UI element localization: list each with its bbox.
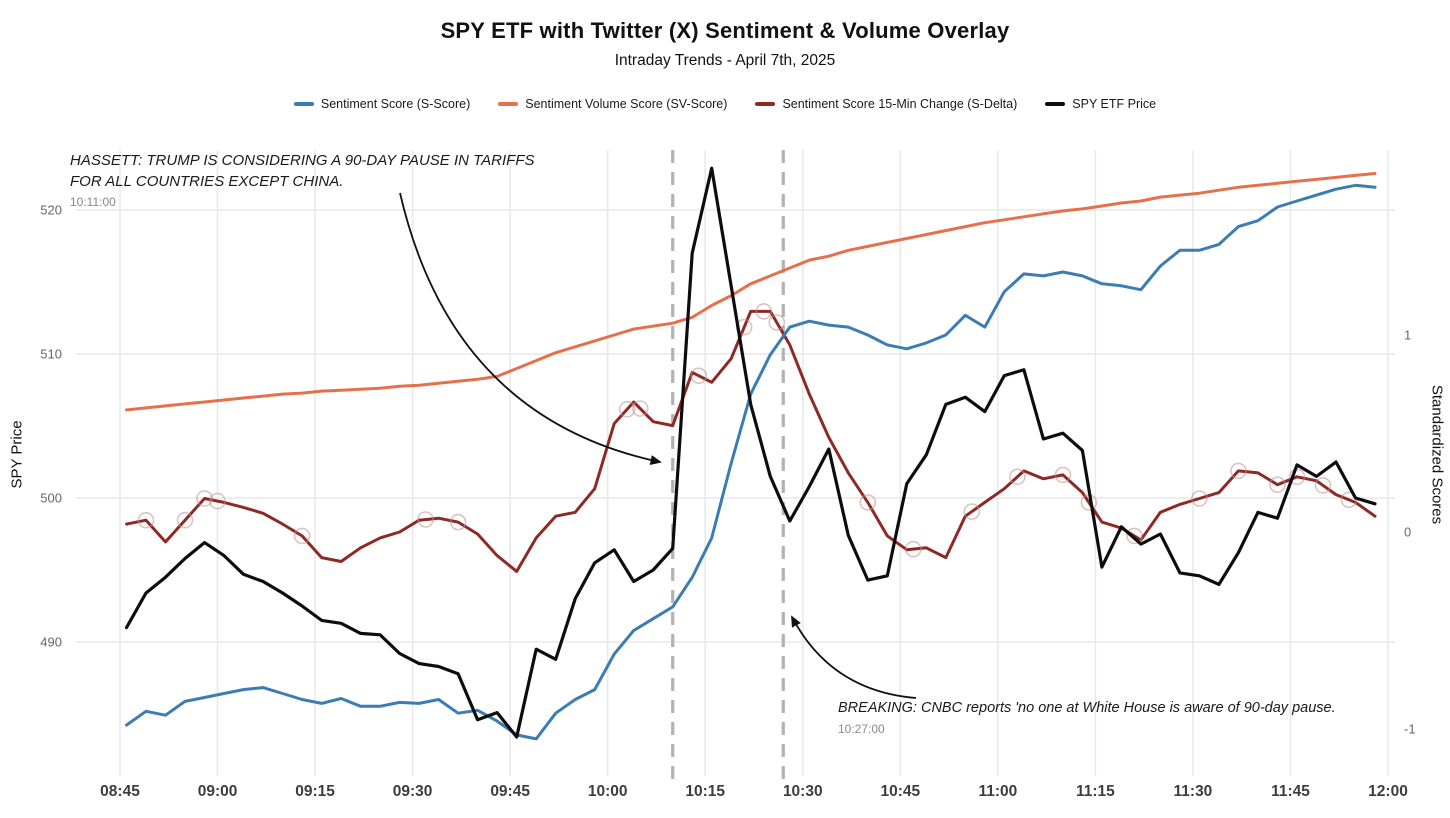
left-axis-tick-label: 490 — [40, 635, 62, 650]
chart-title: SPY ETF with Twitter (X) Sentiment & Vol… — [440, 18, 1010, 43]
legend-label: Sentiment Score (S-Score) — [320, 97, 471, 111]
s-delta-highlight-marker — [904, 540, 922, 558]
annotation-hassett: HASSETT: TRUMP IS CONSIDERING A 90-DAY P… — [70, 150, 535, 209]
legend-item-spy-price: SPY ETF Price — [1045, 97, 1156, 111]
s-delta-highlight-marker — [1314, 477, 1332, 494]
s-delta-highlight-marker — [859, 494, 877, 511]
s-delta-highlight-marker — [963, 503, 981, 520]
s-delta-highlight-marker — [755, 303, 773, 320]
right-axis-tick-label: 0 — [1404, 525, 1411, 540]
series-line-s-delta — [125, 309, 1377, 573]
annotation-text: HASSETT: TRUMP IS CONSIDERING A 90-DAY P… — [70, 152, 535, 169]
legend-item-s-delta: Sentiment Score 15-Min Change (S-Delta) — [755, 97, 1017, 111]
annotation-timestamp: 10:11:00 — [70, 195, 116, 209]
x-axis-tick-label: 09:15 — [295, 783, 335, 800]
x-axis-tick-label: 09:00 — [198, 783, 238, 800]
s-delta-highlight-marker — [137, 511, 155, 529]
s-delta-highlight-marker — [1230, 462, 1247, 480]
x-axis-tick-label: 10:15 — [685, 783, 725, 800]
annotation-arrow — [791, 615, 917, 699]
spy-price-line-swatch — [1045, 102, 1066, 106]
legend: Sentiment Score (S-Score) Sentiment Volu… — [0, 97, 1450, 111]
legend-label: Sentiment Volume Score (SV-Score) — [525, 97, 728, 111]
left-axis-title: SPY Price — [8, 420, 26, 489]
series-line-s-score — [125, 183, 1377, 741]
sv-score-line-swatch — [498, 102, 519, 106]
annotation-arrow — [399, 192, 662, 465]
right-axis-tick-label: 1 — [1404, 328, 1411, 343]
series-line-spy-price — [124, 166, 1377, 739]
s-delta-highlight-marker — [1191, 490, 1208, 507]
left-axis-tick-label: 510 — [40, 347, 62, 362]
s-delta-highlight-marker — [1269, 476, 1286, 494]
x-axis-tick-label: 09:30 — [393, 783, 433, 800]
x-axis-tick-label: 09:45 — [490, 783, 530, 800]
annotation-text: FOR ALL COUNTRIES EXCEPT CHINA. — [70, 173, 344, 190]
s-score-line-swatch — [293, 102, 314, 106]
annotation-breaking: BREAKING: CNBC reports 'no one at White … — [838, 698, 1336, 736]
x-axis-tick-label: 10:45 — [880, 783, 920, 800]
x-axis-tick-label: 08:45 — [100, 783, 140, 800]
legend-item-sv-score: Sentiment Volume Score (SV-Score) — [498, 97, 727, 111]
annotation-timestamp: 10:27:00 — [838, 722, 885, 736]
s-delta-highlight-marker — [631, 400, 649, 417]
right-axis-title: Standardized Scores — [1428, 384, 1446, 525]
x-axis-tick-label: 11:00 — [978, 783, 1017, 800]
s-delta-line-swatch — [755, 102, 776, 106]
annotation-text: BREAKING: CNBC reports 'no one at White … — [838, 700, 1336, 716]
x-axis-tick-label: 10:00 — [588, 783, 628, 800]
s-delta-highlight-marker — [449, 513, 467, 531]
x-axis-tick-label: 11:45 — [1271, 783, 1310, 800]
legend-label: Sentiment Score 15-Min Change (S-Delta) — [782, 97, 1018, 111]
legend-item-s-score: Sentiment Score (S-Score) — [293, 97, 471, 111]
s-delta-highlight-marker — [1009, 468, 1026, 486]
s-delta-highlight-marker — [1054, 466, 1072, 484]
s-delta-highlight-marker — [618, 400, 636, 418]
s-delta-highlight-marker — [209, 492, 226, 510]
chart-subtitle: Intraday Trends - April 7th, 2025 — [614, 52, 836, 69]
x-axis-tick-label: 12:00 — [1368, 783, 1408, 800]
s-delta-highlight-marker — [417, 511, 434, 528]
s-delta-highlight-marker — [293, 527, 311, 545]
x-axis-tick-label: 10:30 — [783, 783, 823, 800]
s-delta-highlight-marker — [768, 314, 786, 331]
left-axis-tick-label: 520 — [40, 203, 62, 218]
right-axis-tick-label: -1 — [1404, 722, 1416, 737]
s-delta-highlight-marker — [176, 511, 194, 529]
s-delta-highlight-marker — [196, 490, 213, 507]
series-line-sv-score — [125, 172, 1377, 412]
x-axis-tick-label: 11:15 — [1076, 783, 1115, 800]
s-delta-highlight-marker — [690, 367, 708, 385]
s-delta-highlight-marker — [1126, 527, 1143, 545]
x-axis-tick-label: 11:30 — [1174, 783, 1213, 800]
left-axis-tick-label: 500 — [40, 491, 62, 506]
legend-label: SPY ETF Price — [1072, 97, 1157, 111]
